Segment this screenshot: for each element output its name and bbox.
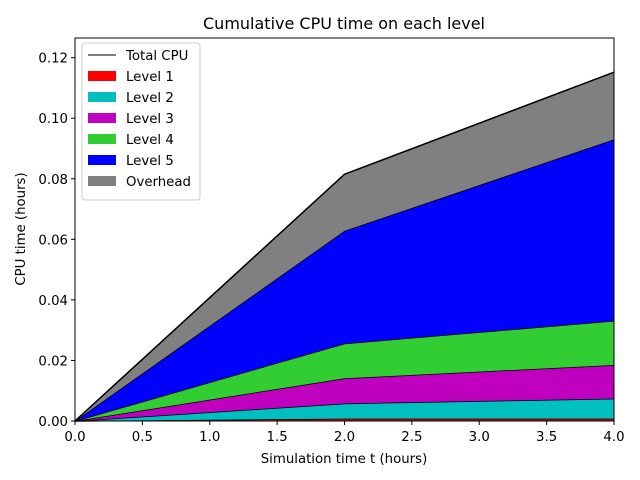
area-level-2 (75, 398, 614, 421)
legend-swatch-level-2 (88, 92, 116, 102)
legend-label-level-2: Level 2 (126, 91, 174, 106)
legend-swatch-level-3 (88, 113, 116, 123)
y-tick-label: 0.04 (38, 294, 68, 309)
x-tick-label: 1.0 (199, 430, 220, 445)
legend-swatch-level-5 (88, 155, 116, 165)
legend-label-level-5: Level 5 (126, 154, 174, 169)
y-tick-label: 0.06 (38, 233, 68, 248)
legend-swatch-level-1 (88, 71, 116, 81)
area-level-5 (75, 139, 614, 421)
x-tick-label: 2.5 (401, 430, 422, 445)
legend-swatch-overhead (88, 176, 116, 186)
x-tick-label: 0.5 (132, 430, 153, 445)
x-tick-label: 3.5 (536, 430, 557, 445)
x-tick-label: 0.0 (64, 430, 85, 445)
y-axis-label: CPU time (hours) (14, 172, 29, 285)
x-tick-label: 1.5 (267, 430, 288, 445)
legend-label-total-cpu: Total CPU (125, 49, 188, 64)
legend-label-level-3: Level 3 (126, 112, 174, 127)
y-tick-label: 0.12 (38, 52, 68, 67)
area-level-4 (75, 320, 614, 421)
total-cpu-line (74, 71, 615, 422)
legend-swatch-level-4 (88, 134, 116, 144)
area-overhead (75, 72, 614, 421)
boundary-line-level-1 (74, 417, 614, 422)
axes: 0.0 0.5 1.0 1.5 2.0 2.5 3.0 3.5 4.0 0.00 0.02 0.04 0… (38, 37, 625, 445)
area-layers (74, 71, 615, 422)
y-tick-label: 0.02 (38, 354, 68, 369)
y-tick-label: 0.08 (38, 173, 68, 188)
x-tick-label: 4.0 (603, 430, 624, 445)
x-tick-label: 3.0 (469, 430, 490, 445)
area-level-3 (75, 364, 614, 421)
legend-label-level-4: Level 4 (126, 133, 174, 148)
legend-label-level-1: Level 1 (126, 70, 174, 85)
x-axis-label: Simulation time t (hours) (261, 452, 428, 467)
chart-title: Cumulative CPU time on each level (203, 14, 485, 33)
y-tick-label: 0.10 (38, 112, 68, 127)
legend-label-overhead: Overhead (126, 175, 191, 190)
legend: Total CPU Level 1 Level 2 Level 3 Level 4 Lev… (81, 42, 201, 201)
y-tick-label: 0.00 (38, 415, 68, 430)
x-tick-label: 2.0 (334, 430, 355, 445)
